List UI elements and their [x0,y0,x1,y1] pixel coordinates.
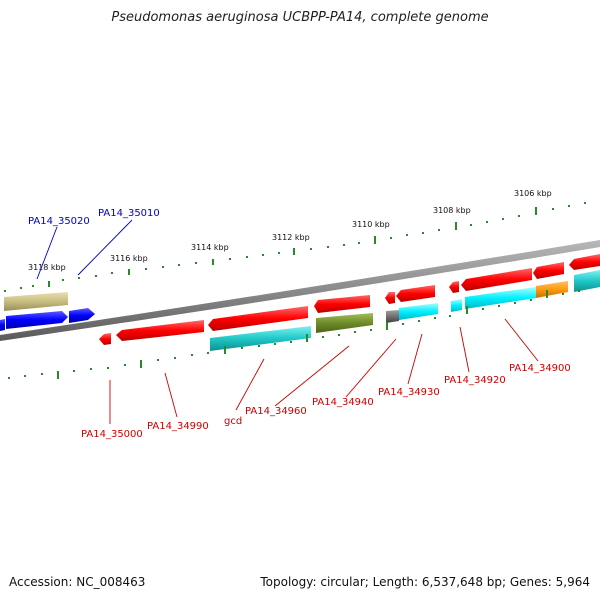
gene-feature[interactable] [314,295,370,313]
scale-labels: 3118 kbp 3116 kbp 3114 kbp 3112 kbp 3110… [28,189,552,272]
gene-feature[interactable] [116,320,204,341]
outer-tick-ring [4,202,586,292]
gene-label[interactable]: PA14_34920 [444,375,506,386]
gene-label[interactable]: gcd [224,416,242,427]
scale-label: 3106 kbp [514,189,552,198]
gene-label[interactable]: PA14_35010 [98,208,160,219]
gene-label[interactable]: PA14_35020 [28,216,90,227]
accession-text: Accession: NC_008463 [9,575,146,589]
gene-feature[interactable] [451,299,462,312]
gene-feature[interactable] [465,287,536,309]
gene-feature[interactable] [396,285,435,302]
genome-summary-text: Topology: circular; Length: 6,537,648 bp… [260,575,590,589]
backbone-ring [0,240,600,341]
gene-label[interactable]: PA14_34900 [509,363,571,374]
gene-feature[interactable] [569,254,600,270]
gene-label[interactable]: PA14_34930 [378,387,440,398]
gene-feature[interactable] [316,313,373,333]
gene-feature[interactable] [210,326,311,351]
gene-feature[interactable] [399,303,438,320]
gene-feature[interactable] [533,262,564,279]
gene-feature[interactable] [385,292,395,304]
gene-labels: PA14_35020 PA14_35010 PA14_35000 PA14_34… [28,208,571,440]
gene-feature[interactable] [69,308,95,323]
label-leaders [36,219,539,424]
gene-feature[interactable] [536,281,568,298]
reverse-strand-track [210,270,600,351]
inner-tick-ring [8,290,580,379]
gene-feature[interactable] [6,311,68,329]
gene-feature[interactable] [386,310,399,323]
gene-label[interactable]: PA14_34960 [245,406,307,417]
scale-label: 3108 kbp [433,206,471,215]
scale-label: 3112 kbp [272,233,310,242]
gene-feature[interactable] [208,306,308,331]
gene-feature[interactable] [99,333,111,345]
scale-label: 3116 kbp [110,254,148,263]
gene-feature[interactable] [4,292,68,311]
gene-label[interactable]: PA14_34990 [147,421,209,432]
backbone-features [0,281,568,345]
gene-feature[interactable] [449,281,459,293]
gene-label[interactable]: PA14_35000 [81,429,143,440]
map-title: Pseudomonas aeruginosa UCBPP-PA14, compl… [111,10,489,25]
scale-label: 3110 kbp [352,220,390,229]
scale-label: 3114 kbp [191,243,229,252]
scale-label: 3118 kbp [28,263,66,272]
forward-strand-track [4,254,600,313]
gene-feature[interactable] [574,270,600,292]
gene-feature[interactable] [0,319,5,331]
gene-feature[interactable] [461,268,532,291]
gene-label[interactable]: PA14_34940 [312,397,374,408]
